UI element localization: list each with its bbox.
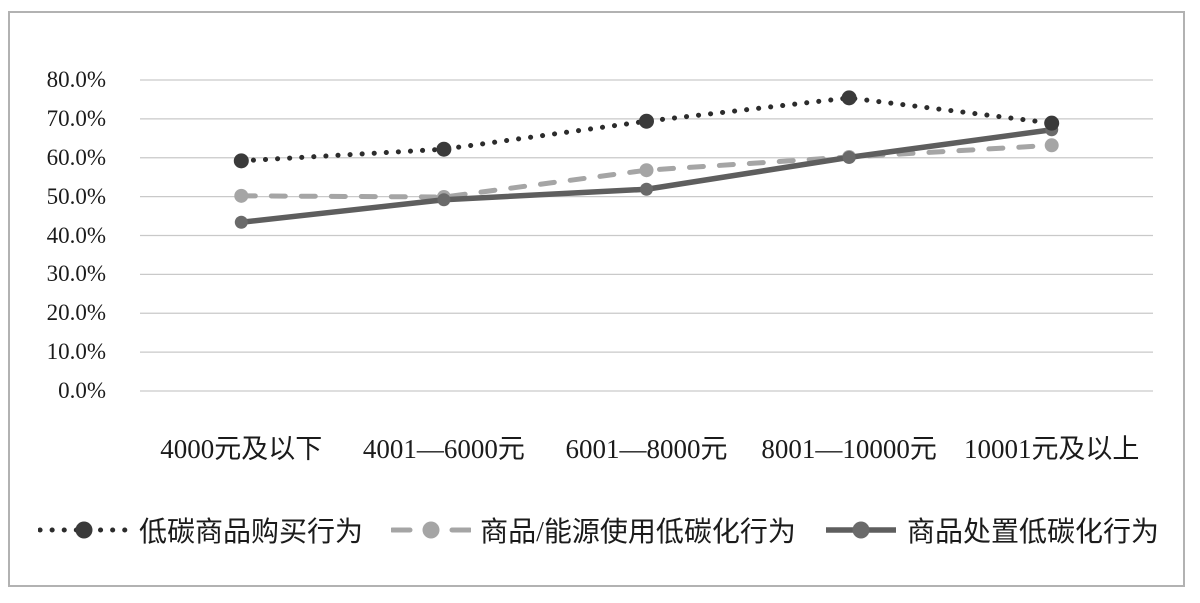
solid-line-marker-icon bbox=[825, 521, 896, 539]
data-point-marker bbox=[841, 90, 857, 106]
legend-label: 商品处置低碳化行为 bbox=[906, 517, 1159, 548]
dashed-line-marker-icon bbox=[391, 521, 472, 539]
data-point-marker bbox=[842, 150, 856, 164]
legend-label: 低碳商品购买行为 bbox=[139, 517, 364, 548]
x-axis-label: 6001—8000元 bbox=[565, 434, 728, 464]
y-axis-label: 30.0% bbox=[46, 261, 106, 287]
data-point-marker bbox=[437, 193, 451, 207]
data-point-marker bbox=[436, 141, 452, 157]
x-axis-label: 8001—10000元 bbox=[761, 434, 937, 464]
legend-marker bbox=[852, 521, 870, 539]
data-point-marker bbox=[639, 163, 654, 178]
y-axis-label: 20.0% bbox=[46, 300, 106, 326]
y-axis-label: 50.0% bbox=[46, 183, 106, 209]
y-axis-label: 80.0% bbox=[46, 67, 106, 92]
data-point-marker bbox=[233, 153, 249, 169]
data-point-marker bbox=[234, 215, 248, 229]
series-line-dashed bbox=[238, 142, 1055, 200]
x-axis-label: 4000元及以下 bbox=[160, 434, 323, 464]
data-point-marker bbox=[639, 113, 654, 129]
chart-frame: 80.0% 70.0% 60.0% 50.0% 40.0% 30.0% 20.0% 10.0%… bbox=[8, 11, 1185, 587]
y-axis-label: 40.0% bbox=[46, 222, 106, 248]
series-line-dotted bbox=[238, 95, 1055, 164]
legend-item-purchase-behavior: 低碳商品购买行为 bbox=[38, 510, 363, 550]
y-axis-label: 0.0% bbox=[58, 378, 106, 403]
legend: 低碳商品购买行为 商品/能源使用低碳化行为 商品处置低碳化行为 bbox=[38, 510, 1159, 550]
data-point-marker bbox=[640, 182, 653, 196]
y-axis-label: 10.0% bbox=[46, 339, 106, 365]
line-chart-plot bbox=[140, 79, 1153, 392]
x-axis-label: 4001—6000元 bbox=[362, 434, 525, 464]
x-axis-label: 10001元及以上 bbox=[963, 434, 1140, 464]
legend-label: 商品/能源使用低碳化行为 bbox=[480, 517, 796, 548]
legend-item-disposal-behavior: 商品处置低碳化行为 bbox=[824, 510, 1159, 550]
y-axis-label: 70.0% bbox=[46, 105, 106, 131]
y-axis-label: 60.0% bbox=[46, 144, 106, 170]
legend-marker bbox=[422, 521, 440, 539]
dotted-line-marker-icon bbox=[38, 521, 130, 539]
data-point-marker bbox=[1044, 115, 1060, 131]
data-point-marker bbox=[234, 188, 249, 203]
legend-marker bbox=[75, 521, 93, 539]
legend-item-usage-behavior: 商品/能源使用低碳化行为 bbox=[391, 510, 796, 550]
data-point-marker bbox=[1044, 138, 1059, 153]
